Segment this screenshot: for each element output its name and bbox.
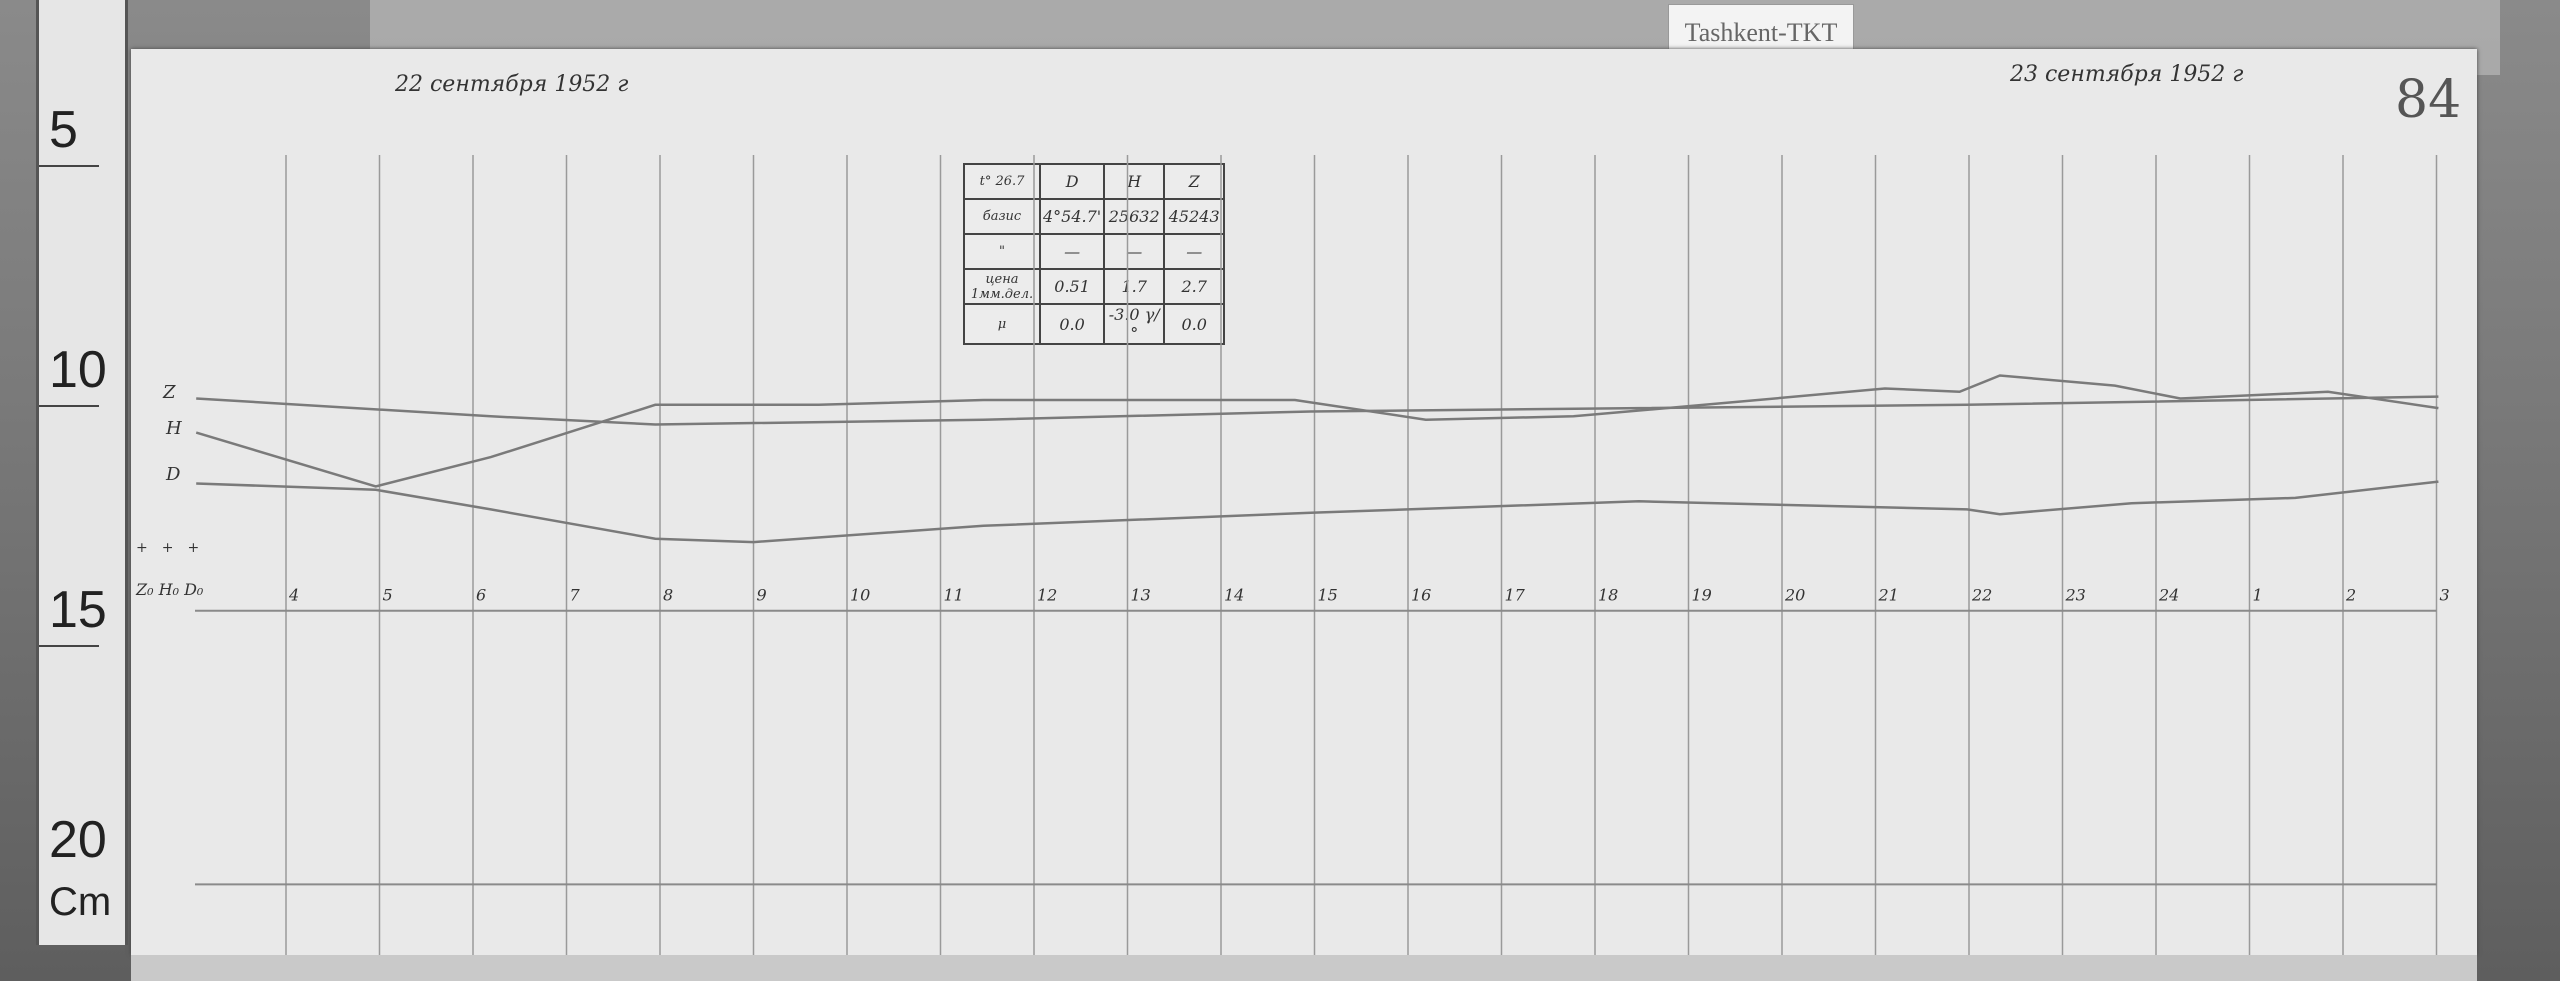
x-tick-label: 18 <box>1598 586 1618 605</box>
x-tick-label: 24 <box>2158 586 2179 605</box>
x-tick-label: 16 <box>1411 586 1431 605</box>
arrow-plus: + <box>161 540 188 556</box>
table-cell: — <box>1038 233 1106 270</box>
trace-label-d: D <box>166 464 181 485</box>
ruler-unit: Cm <box>49 880 112 924</box>
baseline-label: Z₀ H₀ D₀ <box>136 580 204 599</box>
trace-label-z: Z <box>163 382 176 403</box>
x-tick-label: 19 <box>1692 586 1712 605</box>
x-tick-label: 9 <box>757 586 767 605</box>
x-tick-label: 12 <box>1037 586 1057 605</box>
cm-ruler: 5 10 15 20 Cm <box>36 0 128 945</box>
x-tick-label: 8 <box>663 586 673 605</box>
table-cell: H <box>1103 163 1166 200</box>
x-tick-label: 14 <box>1224 586 1244 605</box>
x-tick-label: 22 <box>1971 586 1992 605</box>
constants-table: t° 26.7 D H Z базис 4°54.7' 25632 45243 … <box>963 163 1226 345</box>
x-tick-label: 7 <box>570 586 581 605</box>
table-cell: D <box>1038 163 1106 200</box>
magnetogram-sheet <box>131 49 2477 955</box>
table-cell: 25632 <box>1103 198 1166 235</box>
x-tick-label: 2 <box>2345 586 2356 605</box>
table-cell: Z <box>1163 163 1226 200</box>
ruler-tick <box>39 645 99 647</box>
x-tick-label: 6 <box>476 586 486 605</box>
ruler-label: 10 <box>49 341 107 399</box>
x-tick-label: 13 <box>1131 586 1151 605</box>
x-tick-label: 15 <box>1318 586 1338 605</box>
trace-z <box>196 395 2439 426</box>
x-tick-label: 1 <box>2253 586 2263 605</box>
arrow-plus: + <box>136 540 162 556</box>
table-cell: — <box>1163 233 1226 270</box>
ruler-tick <box>39 165 99 167</box>
trace-label-h: H <box>166 418 182 439</box>
x-tick-label: 20 <box>1784 586 1805 605</box>
table-cell: 0.0 <box>1038 303 1106 345</box>
x-tick-label: 21 <box>1878 586 1899 605</box>
trace-d <box>196 480 2439 544</box>
x-tick-label: 17 <box>1505 586 1526 605</box>
table-cell: — <box>1103 233 1166 270</box>
ruler-label: 15 <box>49 581 107 639</box>
x-tick-label: 3 <box>2440 586 2450 605</box>
table-cell: t° 26.7 <box>963 163 1041 200</box>
x-tick-label: 5 <box>383 586 393 605</box>
right-date: 23 сентября 1952 г <box>2010 62 2244 87</box>
ruler-tick <box>39 405 99 407</box>
table-cell: цена 1мм.дел. <box>963 268 1041 305</box>
baseline-arrows: +++ <box>136 540 213 556</box>
table-header-row: t° 26.7 D H Z <box>963 163 1226 200</box>
table-row: " — — — <box>963 233 1226 270</box>
table-cell: 0.0 <box>1163 303 1226 345</box>
table-cell: 4°54.7' <box>1038 198 1106 235</box>
table-cell: 2.7 <box>1163 268 1226 305</box>
arrow-plus: + <box>187 540 214 556</box>
table-cell: -3.0 γ/° <box>1103 303 1166 345</box>
x-tick-label: 23 <box>2065 586 2086 605</box>
table-row: базис 4°54.7' 25632 45243 <box>963 198 1226 235</box>
x-tick-label: 10 <box>850 586 870 605</box>
table-cell: 45243 <box>1163 198 1226 235</box>
bottom-strip <box>131 955 2477 981</box>
table-row: цена 1мм.дел. 0.51 1.7 2.7 <box>963 268 1226 305</box>
trace-h <box>195 374 2439 488</box>
table-row: μ 0.0 -3.0 γ/° 0.0 <box>963 303 1226 345</box>
sheet-number: 84 <box>2395 70 2462 130</box>
left-date: 22 сентября 1952 г <box>395 72 629 97</box>
x-tick-label: 11 <box>944 586 964 605</box>
ruler-label: 5 <box>49 101 78 159</box>
table-cell: " <box>963 233 1041 270</box>
table-cell: 1.7 <box>1103 268 1166 305</box>
table-cell: μ <box>963 303 1041 345</box>
table-cell: 0.51 <box>1038 268 1106 305</box>
table-cell: базис <box>963 198 1041 235</box>
x-tick-label: 4 <box>288 586 299 605</box>
ruler-label: 20 <box>49 811 107 869</box>
